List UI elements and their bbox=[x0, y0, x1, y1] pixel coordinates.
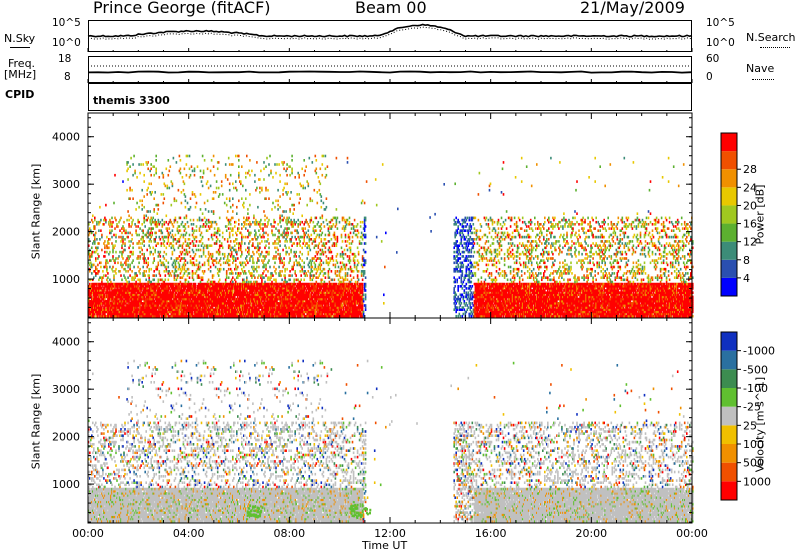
nsearch-label: N.Search bbox=[746, 31, 796, 44]
cpid-strip bbox=[88, 83, 692, 111]
colorbar-cell bbox=[721, 259, 737, 278]
nsky-line bbox=[87, 23, 693, 38]
nave-tick-bottom: 0 bbox=[706, 71, 713, 83]
ytick-label: 1000 bbox=[52, 273, 80, 286]
colorbar-cell bbox=[721, 187, 737, 206]
colorbar-cell bbox=[721, 444, 737, 463]
colorbar-tick-label: -100 bbox=[743, 382, 768, 395]
xtick-label: 08:00 bbox=[273, 527, 305, 540]
noise-tick-top-left: 10^5 bbox=[52, 17, 81, 29]
colorbar-cell bbox=[721, 332, 737, 351]
ytick-label: 1000 bbox=[52, 478, 80, 491]
colorbar-tick-label: -500 bbox=[743, 363, 768, 376]
colorbar-cell bbox=[721, 223, 737, 242]
colorbar-frame bbox=[720, 331, 738, 501]
colorbar-frame bbox=[720, 132, 738, 297]
colorbar-tick-label: 4 bbox=[743, 272, 750, 285]
xtick-label: 20:00 bbox=[575, 527, 607, 540]
nsearch-line bbox=[87, 26, 693, 40]
nsearch-line-key bbox=[760, 47, 790, 48]
cpid-label: CPID bbox=[5, 88, 34, 101]
ytick-label: 4000 bbox=[52, 131, 80, 144]
ytick-label: 2000 bbox=[52, 431, 80, 444]
nave-tick-top: 60 bbox=[706, 53, 719, 65]
freq-tick-top: 18 bbox=[58, 53, 71, 65]
velocity-colorbar-label: Velocity [m s^-1] bbox=[754, 365, 767, 485]
freq-line bbox=[87, 70, 693, 74]
velocity-data-cells bbox=[88, 359, 694, 523]
ytick-label: 4000 bbox=[52, 336, 80, 349]
colorbar-cell bbox=[721, 425, 737, 444]
ytick-label: 2000 bbox=[52, 226, 80, 239]
colorbar-cell bbox=[721, 369, 737, 388]
colorbar-cell bbox=[721, 277, 737, 296]
colorbar-tick-label: 28 bbox=[743, 163, 757, 176]
colorbar-tick-label: -25 bbox=[743, 401, 761, 414]
ytick-label: 3000 bbox=[52, 383, 80, 396]
nsky-label: N.Sky bbox=[4, 32, 35, 45]
colorbar-tick-label: -1000 bbox=[743, 345, 775, 358]
colorbar-tick-label: 1000 bbox=[743, 475, 771, 488]
station-title: Prince George (fitACF) bbox=[93, 0, 271, 17]
beam-title: Beam 00 bbox=[355, 0, 427, 17]
x-axis-title: Time UT bbox=[362, 539, 407, 552]
colorbar-cell bbox=[721, 462, 737, 482]
xtick-label: 00:00 bbox=[676, 527, 708, 540]
colorbar-tick-label: 100 bbox=[743, 438, 764, 451]
power-data-cells bbox=[88, 154, 694, 318]
nave-label: Nave bbox=[746, 62, 774, 75]
colorbar-cell bbox=[721, 350, 737, 370]
noise-tick-bottom-left: 10^0 bbox=[52, 37, 81, 49]
xtick-label: 04:00 bbox=[173, 527, 205, 540]
cpid-value: themis 3300 bbox=[93, 94, 170, 107]
colorbar-cell bbox=[721, 151, 737, 170]
colorbar-tick-label: 12 bbox=[743, 236, 757, 249]
colorbar-cell bbox=[721, 481, 737, 500]
nave-line-key bbox=[752, 79, 774, 80]
colorbar-tick-label: 16 bbox=[743, 218, 757, 231]
colorbar-tick-label: 20 bbox=[743, 199, 757, 212]
colorbar-tick-label: 8 bbox=[743, 254, 750, 267]
colorbar-cell bbox=[721, 241, 737, 260]
colorbar-cell bbox=[721, 388, 737, 407]
freq-tick-bottom: 8 bbox=[64, 71, 71, 83]
xtick-label: 16:00 bbox=[475, 527, 507, 540]
xtick-label: 00:00 bbox=[72, 527, 104, 540]
noise-tick-bottom-right: 10^0 bbox=[706, 37, 735, 49]
ytick-label: 3000 bbox=[52, 178, 80, 191]
freq-unit-label: [MHz] bbox=[4, 68, 36, 81]
xtick-label: 12:00 bbox=[374, 527, 406, 540]
colorbar-cell bbox=[721, 133, 737, 152]
colorbar-cell bbox=[721, 406, 737, 426]
power-ylabel: Slant Range [km] bbox=[30, 152, 43, 272]
velocity-ylabel: Slant Range [km] bbox=[30, 362, 43, 482]
colorbar-tick-label: 24 bbox=[743, 181, 757, 194]
power-colorbar-label: Power [dB] bbox=[754, 175, 767, 255]
freq-label: Freq. bbox=[8, 57, 35, 70]
date-title: 21/May/2009 bbox=[580, 0, 685, 17]
colorbar-cell bbox=[721, 169, 737, 188]
colorbar-tick-label: 25 bbox=[743, 419, 757, 432]
colorbar-cell bbox=[721, 205, 737, 224]
nsky-line-key bbox=[10, 47, 30, 48]
noise-tick-top-right: 10^5 bbox=[706, 17, 735, 29]
colorbar-tick-label: 500 bbox=[743, 457, 764, 470]
